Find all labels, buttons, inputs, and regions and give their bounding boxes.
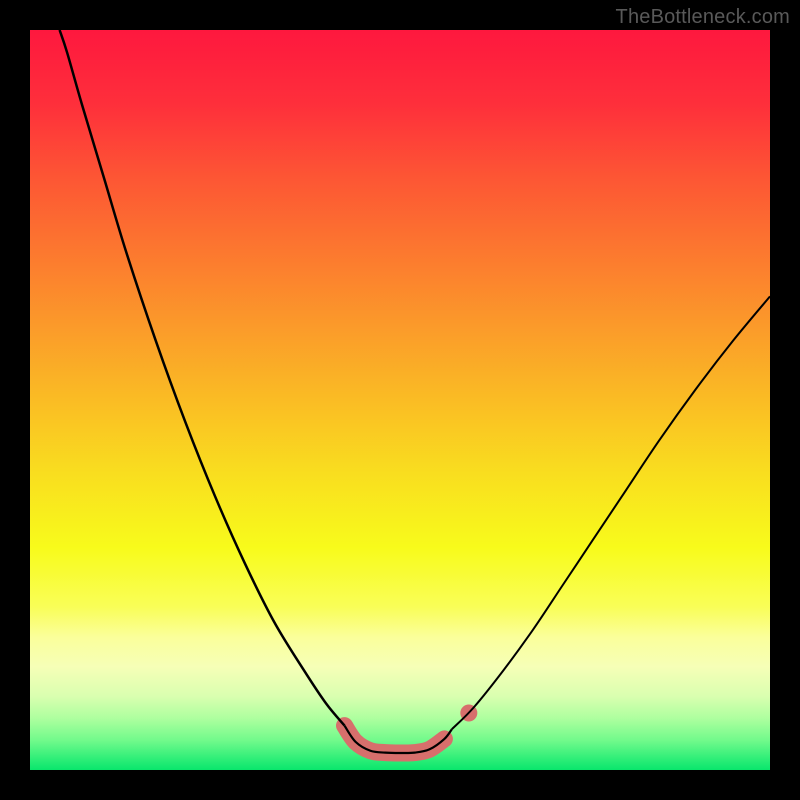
bottleneck-curve-chart (0, 0, 800, 800)
chart-container: TheBottleneck.com (0, 0, 800, 800)
watermark-label: TheBottleneck.com (616, 6, 790, 29)
plot-background (30, 30, 770, 770)
